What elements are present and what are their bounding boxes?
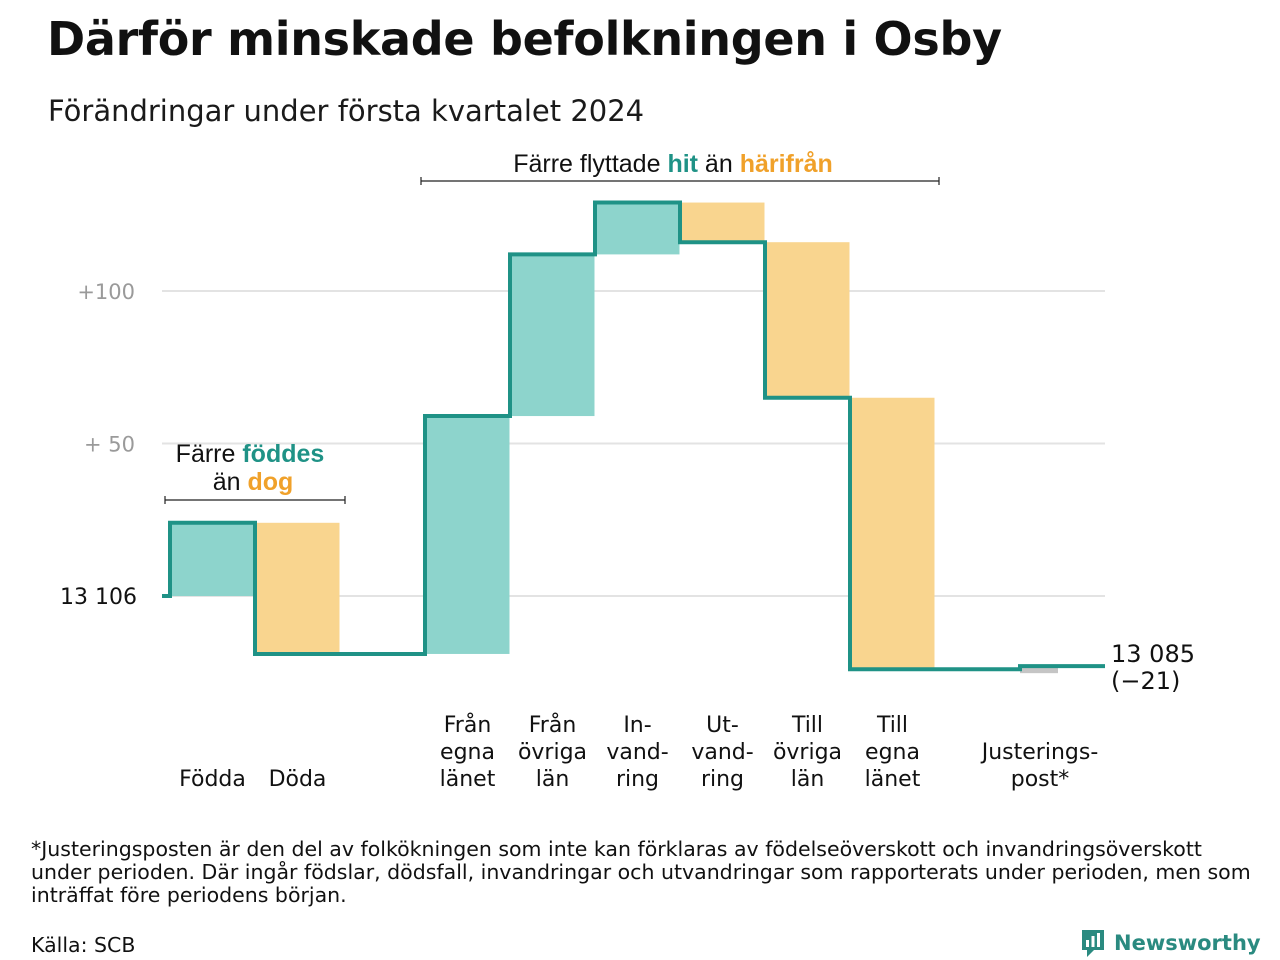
category-label: länet bbox=[865, 767, 921, 792]
category-label: Från bbox=[444, 712, 492, 738]
newsworthy-logo-icon bbox=[1082, 930, 1104, 957]
footnote: *Justeringsposten är den del av folkökni… bbox=[31, 837, 1251, 907]
y-tick-label: +100 bbox=[77, 280, 135, 304]
category-label: övriga bbox=[773, 740, 842, 765]
bar-decrease bbox=[850, 397, 935, 670]
bar-decrease bbox=[765, 242, 850, 398]
bar-adjustment bbox=[1020, 666, 1058, 674]
category-label: egna bbox=[865, 740, 920, 765]
category-label: Justerings- bbox=[980, 740, 1099, 765]
category-label: Ut- bbox=[706, 713, 739, 738]
bar-increase bbox=[510, 254, 595, 417]
bar-decrease bbox=[680, 202, 765, 243]
category-label: Från bbox=[529, 712, 577, 738]
chart-title: Därför minskade befolkningen i Osby bbox=[47, 12, 1002, 66]
annotation-migration-bracket bbox=[420, 177, 940, 185]
category-label: In- bbox=[623, 713, 651, 738]
waterfall-step-line bbox=[162, 200, 1105, 672]
annotation-births-line1: Färre föddes bbox=[176, 440, 325, 468]
source-note: Källa: SCB bbox=[31, 933, 136, 957]
category-label: post* bbox=[1011, 767, 1070, 792]
end-value-label: 13 085 bbox=[1111, 640, 1195, 668]
start-value-label: 13 106 bbox=[60, 585, 137, 610]
category-label: Till bbox=[791, 713, 823, 738]
category-label: övriga bbox=[518, 740, 587, 765]
category-label: Födda bbox=[179, 767, 246, 792]
category-label: ring bbox=[701, 767, 744, 792]
category-label: länet bbox=[440, 767, 496, 792]
category-label: län bbox=[791, 767, 825, 792]
end-change-label: (−21) bbox=[1111, 667, 1180, 695]
category-label: ring bbox=[616, 767, 659, 792]
category-label: vand- bbox=[606, 740, 668, 765]
category-label: Till bbox=[876, 713, 908, 738]
bar-increase bbox=[425, 416, 510, 654]
annotation-births-bracket bbox=[164, 496, 346, 504]
chart-subtitle: Förändringar under första kvartalet 2024 bbox=[48, 94, 645, 128]
bar-increase bbox=[595, 202, 680, 255]
bar-decrease bbox=[255, 522, 340, 654]
brand-name: Newsworthy bbox=[1114, 931, 1261, 955]
category-label: vand- bbox=[691, 740, 753, 765]
y-tick-label: + 50 bbox=[84, 433, 135, 457]
category-label: Döda bbox=[269, 767, 327, 792]
annotation-births-line2: än dog bbox=[213, 468, 294, 496]
annotation-migration: Färre flyttade hit än härifrån bbox=[513, 150, 833, 178]
brand-logo: Newsworthy bbox=[1080, 928, 1261, 958]
category-label: egna bbox=[440, 740, 495, 765]
bar-increase bbox=[170, 522, 255, 596]
category-label: län bbox=[536, 767, 570, 792]
